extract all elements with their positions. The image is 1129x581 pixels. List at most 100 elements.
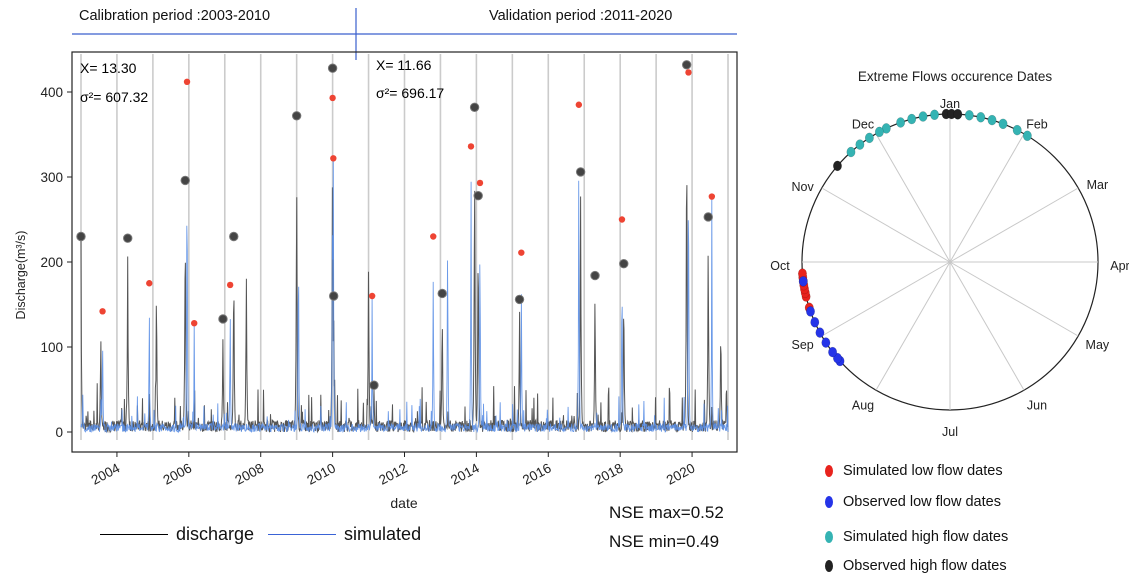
month-label: Dec (852, 118, 874, 132)
simulated-peak-marker (368, 292, 376, 300)
x-tick-label: 2006 (161, 460, 195, 487)
peak-markers (76, 60, 716, 390)
simulated-peak-marker (330, 155, 337, 162)
line-legend: discharge simulated (100, 524, 421, 545)
legend-observed-high: Observed high flow dates (825, 558, 1007, 574)
flow-date-point (918, 111, 928, 122)
validation-period-label: Validation period :2011-2020 (489, 8, 673, 24)
month-spoke (875, 133, 951, 263)
observed-peak-marker (291, 111, 302, 121)
simulated-peak-marker (467, 143, 475, 150)
flow-date-point (1022, 130, 1032, 142)
x-tick-label: 2012 (376, 460, 410, 487)
flow-date-point (987, 114, 997, 126)
legend-label-simulated-high: Simulated high flow dates (843, 529, 1009, 545)
circular-chart: Jan Feb Mar Apr May Jun Jul Aug Sep Oct Nov Dec (770, 97, 1129, 439)
observed-peak-marker (180, 175, 190, 186)
flow-date-point (930, 109, 939, 121)
simulated-peak-marker (518, 249, 525, 256)
observed-peak-marker (218, 314, 228, 324)
observed-peak-marker (681, 60, 692, 70)
validation-variance: σ²= 696.17 (376, 85, 444, 101)
observed-peak-marker (327, 63, 338, 73)
observed-peak-marker (437, 288, 447, 299)
month-label: May (1086, 338, 1110, 352)
legend-dot-observed-high (825, 560, 833, 572)
x-tick-label: 2020 (664, 460, 698, 487)
observed-peak-marker (590, 270, 600, 281)
observed-peak-marker (703, 212, 713, 222)
month-label: Jan (940, 97, 960, 111)
simulated-line (80, 158, 729, 434)
y-axis-label: Discharge(m³/s) (14, 231, 28, 320)
observed-peak-marker (229, 231, 239, 242)
month-spoke (821, 261, 951, 337)
simulated-peak-marker (430, 233, 437, 240)
legend-dot-simulated-high (825, 531, 833, 543)
legend-dot-simulated-low (825, 465, 833, 477)
discharge-legend-line (100, 534, 168, 535)
flow-date-point (953, 108, 963, 120)
simulated-peak-marker (708, 193, 716, 200)
simulated-peak-marker (618, 216, 626, 223)
discharge-legend-label: discharge (176, 524, 255, 544)
month-spoke (949, 261, 1079, 337)
observed-peak-marker (369, 380, 379, 390)
x-axis-ticks: 2004 2006 2008 2010 2012 2014 2016 2018 2020 (89, 452, 698, 488)
y-tick-label: 400 (40, 85, 63, 100)
legend-dot-observed-low (825, 496, 833, 508)
simulated-series (80, 158, 729, 434)
y-tick-label: 200 (40, 255, 63, 270)
legend-label-observed-low: Observed low flow dates (843, 494, 1001, 510)
simulated-peak-marker (685, 69, 692, 76)
month-label: Nov (792, 180, 815, 194)
y-tick-label: 100 (40, 340, 63, 355)
x-tick-label: 2018 (592, 460, 626, 487)
month-label: Feb (1026, 118, 1048, 132)
month-spoke (949, 261, 1025, 391)
simulated-peak-marker (476, 179, 484, 187)
flow-date-point (1012, 124, 1022, 136)
x-tick-label: 2014 (448, 460, 482, 488)
x-axis-label: date (390, 495, 417, 511)
month-label: Mar (1087, 178, 1109, 192)
flow-date-point (833, 160, 842, 172)
flow-date-point (976, 111, 986, 123)
observed-peak-marker (123, 233, 133, 243)
month-spoke (875, 261, 951, 391)
legend-label-observed-high: Observed high flow dates (843, 558, 1007, 574)
y-tick-label: 0 (55, 425, 63, 440)
observed-peak-marker (469, 102, 480, 113)
flow-date-point (821, 337, 831, 348)
x-tick-label: 2008 (233, 460, 267, 487)
flow-date-point (874, 126, 884, 138)
month-spoke (821, 187, 951, 263)
legend-observed-low: Observed low flow dates (825, 494, 1001, 510)
flow-date-point (998, 118, 1008, 130)
legend-label-simulated-low: Simulated low flow dates (843, 463, 1003, 479)
flow-date-point (828, 346, 838, 358)
observed-peak-marker (619, 259, 629, 269)
observed-peak-marker (328, 291, 339, 301)
flow-date-point (964, 110, 974, 121)
flow-date-point (907, 113, 917, 125)
nse-min: NSE min=0.49 (609, 532, 720, 551)
observed-peak-marker (76, 231, 86, 242)
circular-chart-title: Extreme Flows occurence Dates (858, 69, 1053, 84)
simulated-legend-line (268, 534, 337, 535)
x-tick-label: 2010 (304, 460, 338, 487)
simulated-peak-marker (226, 281, 234, 289)
observed-peak-marker (514, 294, 525, 305)
observed-peak-marker (575, 167, 586, 177)
month-label: Sep (792, 338, 814, 352)
flow-date-point (806, 306, 815, 317)
flow-date-point (798, 276, 808, 287)
simulated-peak-marker (575, 101, 583, 108)
simulated-peak-marker (329, 94, 336, 102)
simulated-peak-marker (191, 320, 198, 327)
legend-simulated-high: Simulated high flow dates (825, 529, 1008, 545)
nse-max: NSE max=0.52 (609, 503, 724, 522)
month-spoke (949, 187, 1079, 263)
simulated-peak-marker (183, 78, 191, 86)
y-axis-ticks: 0 100 200 300 400 (40, 85, 72, 440)
